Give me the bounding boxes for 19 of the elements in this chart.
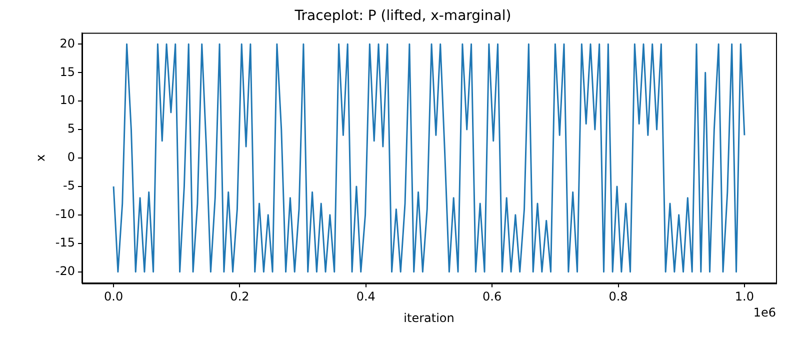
x-axis-title: iteration xyxy=(404,310,454,325)
y-tick-label: 20 xyxy=(60,36,75,50)
x-tick-label: 0.0 xyxy=(104,290,124,304)
chart-title: Traceplot: P (lifted, x-marginal) xyxy=(294,8,512,24)
text: 1e6 xyxy=(753,305,776,320)
x-tick-label: 0.6 xyxy=(482,290,502,304)
y-tick-label: 15 xyxy=(60,64,75,79)
y-tick-label: 10 xyxy=(60,93,75,108)
y-axis-title: x xyxy=(33,154,48,162)
y-tick-label: -5 xyxy=(63,178,75,193)
x-tick-label: 1.0 xyxy=(734,290,754,304)
y-tick-label: -10 xyxy=(55,207,75,222)
x-tick-label: 0.8 xyxy=(608,290,628,304)
y-tick-label: -15 xyxy=(55,235,75,250)
x-tick-label: 0.4 xyxy=(356,290,376,304)
y-tick-label: -20 xyxy=(55,264,75,278)
x-tick-label: 0.2 xyxy=(230,290,250,304)
y-tick-label: 0 xyxy=(67,150,75,164)
y-tick-label: 5 xyxy=(67,122,75,136)
